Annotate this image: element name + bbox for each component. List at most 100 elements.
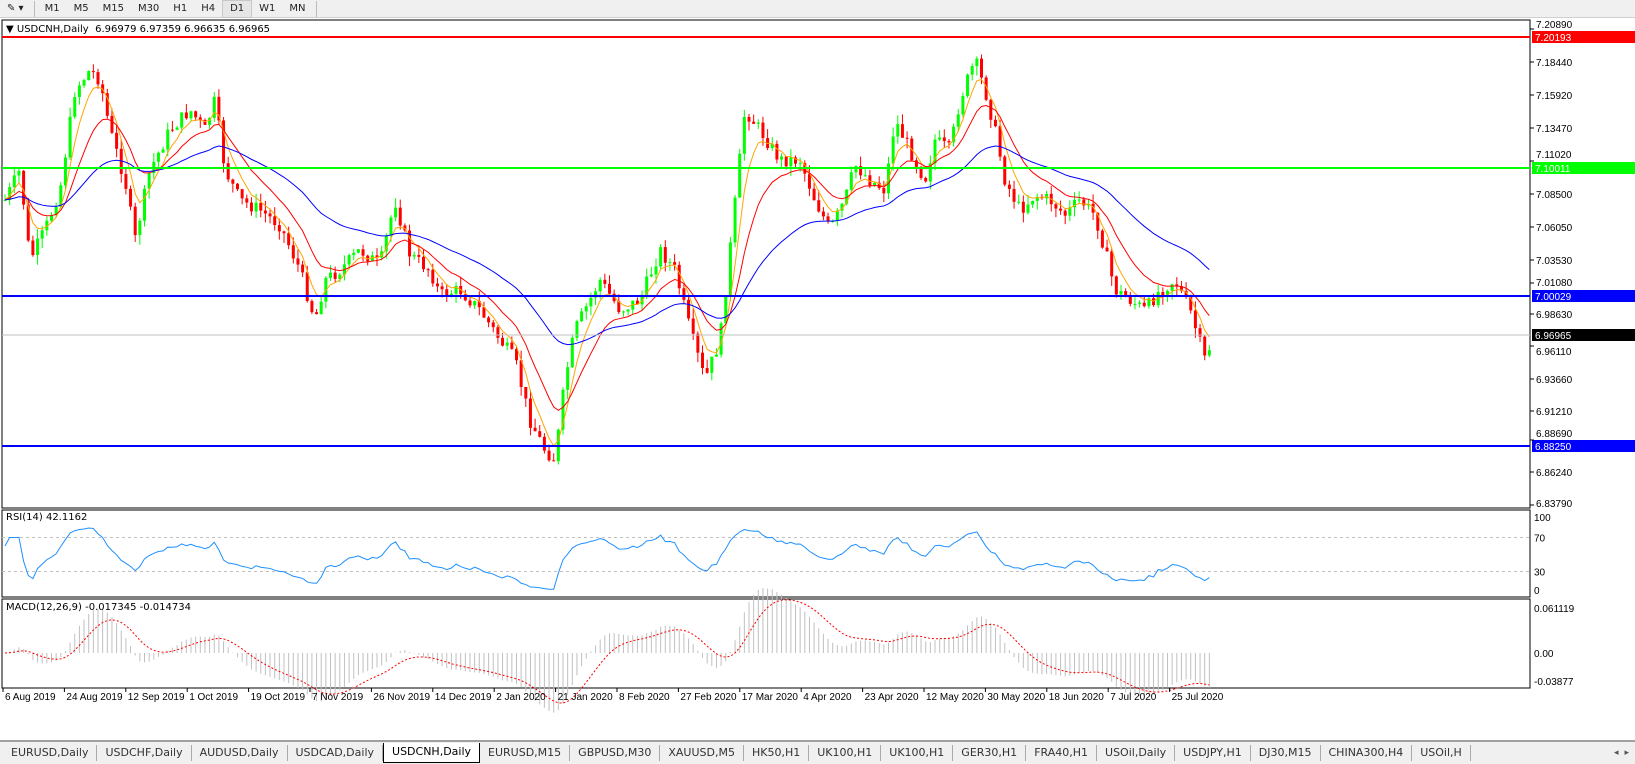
candle-body — [347, 255, 351, 265]
candle-body — [333, 272, 337, 279]
tab-scroll[interactable]: ◂ ▸ — [1614, 748, 1635, 758]
candle-body — [491, 322, 495, 328]
candle-body — [143, 188, 146, 221]
tab-gbpusd-m30[interactable]: GBPUSD,M30 — [570, 745, 661, 761]
timeframe-h1[interactable]: H1 — [173, 3, 188, 14]
symbol-title: USDCNH,Daily — [16, 24, 89, 35]
scroll-right-icon[interactable]: ▸ — [1624, 748, 1629, 758]
drawing-tool-icon[interactable]: ✎ ▾ — [7, 3, 24, 14]
candle-body — [1184, 290, 1188, 297]
tab-eurusd-daily[interactable]: EURUSD,Daily — [3, 745, 98, 761]
candle-body — [31, 240, 35, 256]
candle-body — [1091, 203, 1095, 213]
tab-usoil-daily[interactable]: USOil,Daily — [1097, 745, 1176, 761]
tab-fra40-h1[interactable]: FRA40,H1 — [1026, 745, 1098, 761]
rsi-tick-label: 100 — [1534, 513, 1551, 524]
candle-body — [668, 262, 672, 264]
tab-uk100-h1[interactable]: UK100,H1 — [881, 745, 954, 761]
date-label: 7 Nov 2019 — [312, 692, 364, 703]
date-label: 27 Feb 2020 — [680, 692, 737, 703]
candle-body — [1077, 199, 1081, 201]
candle-body — [1114, 276, 1118, 295]
tab-usdcnh-daily[interactable]: USDCNH,Daily — [383, 743, 481, 763]
candle-body — [566, 367, 570, 390]
candle-body — [952, 126, 956, 143]
candle-body — [1054, 204, 1058, 209]
candle-body — [198, 117, 202, 120]
main-panel-frame — [1, 19, 1531, 509]
chart-canvas[interactable]: 7.20193 7.10011 7.00029 6.96965 6.88250 7.208… — [0, 18, 1635, 740]
candle-body — [947, 141, 951, 143]
timeframe-m1[interactable]: M1 — [44, 3, 60, 14]
tab-eurusd-m15[interactable]: EURUSD,M15 — [480, 745, 571, 761]
candle-body — [1170, 284, 1174, 291]
candle-body — [180, 112, 184, 128]
candle-body — [226, 163, 230, 180]
timeframe-m5[interactable]: M5 — [73, 3, 89, 14]
tab-usdjpy-h1[interactable]: USDJPY,H1 — [1175, 745, 1251, 761]
price-tick-label: 6.83790 — [1536, 499, 1573, 510]
chart-window[interactable]: 7.20193 7.10011 7.00029 6.96965 6.88250 7.208… — [0, 18, 1635, 740]
candle-body — [361, 249, 365, 256]
tab-usdcad-daily[interactable]: USDCAD,Daily — [288, 745, 384, 761]
candle-body — [287, 233, 291, 246]
candle-body — [1073, 199, 1076, 208]
timeframe-mn[interactable]: MN — [289, 3, 306, 14]
collapse-arrow-icon[interactable]: ▼ — [6, 24, 14, 35]
candle-body — [570, 337, 574, 368]
main-legend: ▼ USDCNH,Daily 6.96979 6.97359 6.96635 6… — [6, 24, 270, 35]
candle-body — [1147, 298, 1151, 307]
tab-ger30-h1[interactable]: GER30,H1 — [953, 745, 1027, 761]
candle-body — [873, 182, 877, 186]
timeframe-m30[interactable]: M30 — [137, 3, 160, 14]
candle-body — [1012, 188, 1016, 202]
ma-mid-line — [4, 104, 1210, 411]
tab-dj30-m15[interactable]: DJ30,M15 — [1251, 745, 1321, 761]
date-label: 2 Jan 2020 — [496, 692, 546, 703]
candle-body — [231, 179, 235, 184]
date-label: 6 Aug 2019 — [5, 692, 56, 703]
candle-body — [324, 277, 328, 302]
candle-body — [519, 360, 523, 387]
timeframe-h4[interactable]: H4 — [201, 3, 216, 14]
tab-hk50-h1[interactable]: HK50,H1 — [744, 745, 810, 761]
level-label: 6.96965 — [1535, 331, 1572, 342]
price-tick-label: 6.93660 — [1536, 375, 1573, 386]
timeframe-w1[interactable]: W1 — [259, 3, 276, 14]
candle-body — [305, 272, 309, 302]
scroll-left-icon[interactable]: ◂ — [1613, 748, 1619, 758]
candle-body — [905, 137, 909, 139]
tab-audusd-daily[interactable]: AUDUSD,Daily — [192, 745, 288, 761]
level-label-bg — [1532, 31, 1635, 43]
tab-usoil-h[interactable]: USOil,H — [1412, 745, 1471, 761]
candle-body — [268, 213, 272, 217]
candle-body — [663, 247, 667, 263]
candle-body — [194, 111, 198, 118]
candle-body — [789, 157, 793, 167]
candle-body — [1082, 199, 1086, 206]
ohlc-values: 6.96979 6.97359 6.96635 6.96965 — [95, 24, 271, 35]
timeframe-d1[interactable]: D1 — [222, 0, 253, 18]
candle-body — [617, 301, 621, 313]
timeframe-m15[interactable]: M15 — [102, 3, 124, 14]
candle-body — [138, 220, 142, 236]
macd-panel-frame — [1, 598, 1531, 689]
candle-body — [1133, 303, 1137, 305]
candle-body — [1017, 201, 1021, 203]
tab-usdchf-daily[interactable]: USDCHF,Daily — [97, 745, 192, 761]
tab-china300-h4[interactable]: CHINA300,H4 — [1321, 745, 1413, 761]
tab-xauusd-m5[interactable]: XAUUSD,M5 — [660, 745, 744, 761]
candle-body — [956, 114, 960, 127]
candle-body — [966, 74, 970, 96]
candle-body — [863, 175, 867, 177]
level-label-bg — [1532, 440, 1635, 452]
candle-body — [375, 255, 379, 258]
candle-body — [900, 124, 904, 138]
tab-uk100-h1[interactable]: UK100,H1 — [809, 745, 882, 761]
candle-body — [277, 225, 281, 232]
candle-body — [775, 143, 779, 160]
candle-body — [463, 294, 467, 301]
candle-body — [175, 127, 179, 130]
date-label: 24 Aug 2019 — [66, 692, 123, 703]
rsi-line — [4, 527, 1210, 590]
